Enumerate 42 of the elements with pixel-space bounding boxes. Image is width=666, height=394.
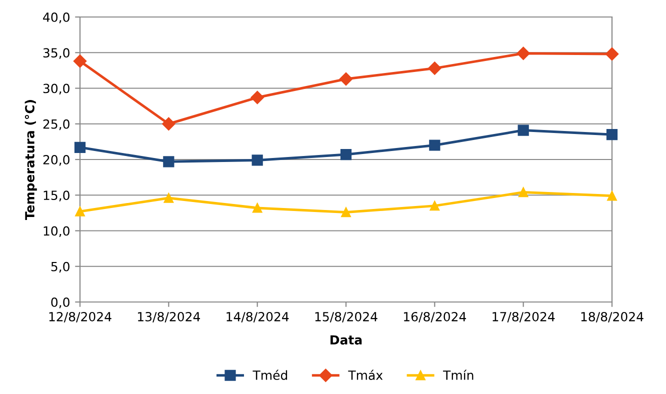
point	[607, 190, 617, 201]
point	[605, 47, 619, 61]
point	[252, 203, 262, 213]
point	[163, 156, 174, 168]
y-tick-label: 40,0	[43, 12, 70, 24]
x-tick-label: 14/8/2024	[226, 312, 289, 322]
x-tick-label: 18/8/2024	[581, 312, 644, 322]
point	[428, 62, 442, 75]
point	[339, 72, 353, 86]
legend-label: Tmáx	[348, 370, 383, 380]
point	[518, 187, 528, 198]
point	[340, 148, 352, 160]
point	[164, 193, 174, 203]
x-tick-label: 17/8/2024	[492, 312, 555, 322]
x-tick-label: 16/8/2024	[404, 312, 466, 322]
point	[74, 142, 86, 153]
legend-label: Tméd	[252, 370, 288, 380]
y-tick-label: 30,0	[43, 84, 70, 94]
y-axis-title: Temperatura (°C)	[24, 100, 37, 220]
point	[73, 54, 87, 68]
x-tick-label: 12/8/2024	[49, 312, 112, 322]
y-tick-label: 35,0	[43, 48, 70, 59]
point	[252, 154, 263, 166]
y-tick-label: 10,0	[44, 226, 70, 237]
point	[250, 90, 264, 104]
point	[518, 124, 529, 136]
x-axis-title: Data	[330, 335, 362, 345]
x-tick-label: 15/8/2024	[315, 312, 378, 322]
y-tick-label: 0,0	[51, 297, 70, 308]
point	[75, 206, 85, 216]
legend-label: Tmín	[443, 370, 474, 380]
point	[516, 46, 530, 60]
y-tick-label: 5,0	[51, 262, 70, 273]
point	[341, 207, 351, 218]
point	[430, 200, 440, 211]
y-tick-label: 25,0	[43, 119, 70, 130]
x-tick-label: 13/8/2024	[138, 312, 200, 322]
point	[606, 129, 618, 140]
y-tick-label: 20,0	[43, 154, 70, 166]
point	[162, 117, 176, 130]
y-tick-label: 15,0	[44, 190, 70, 202]
point	[429, 140, 440, 151]
